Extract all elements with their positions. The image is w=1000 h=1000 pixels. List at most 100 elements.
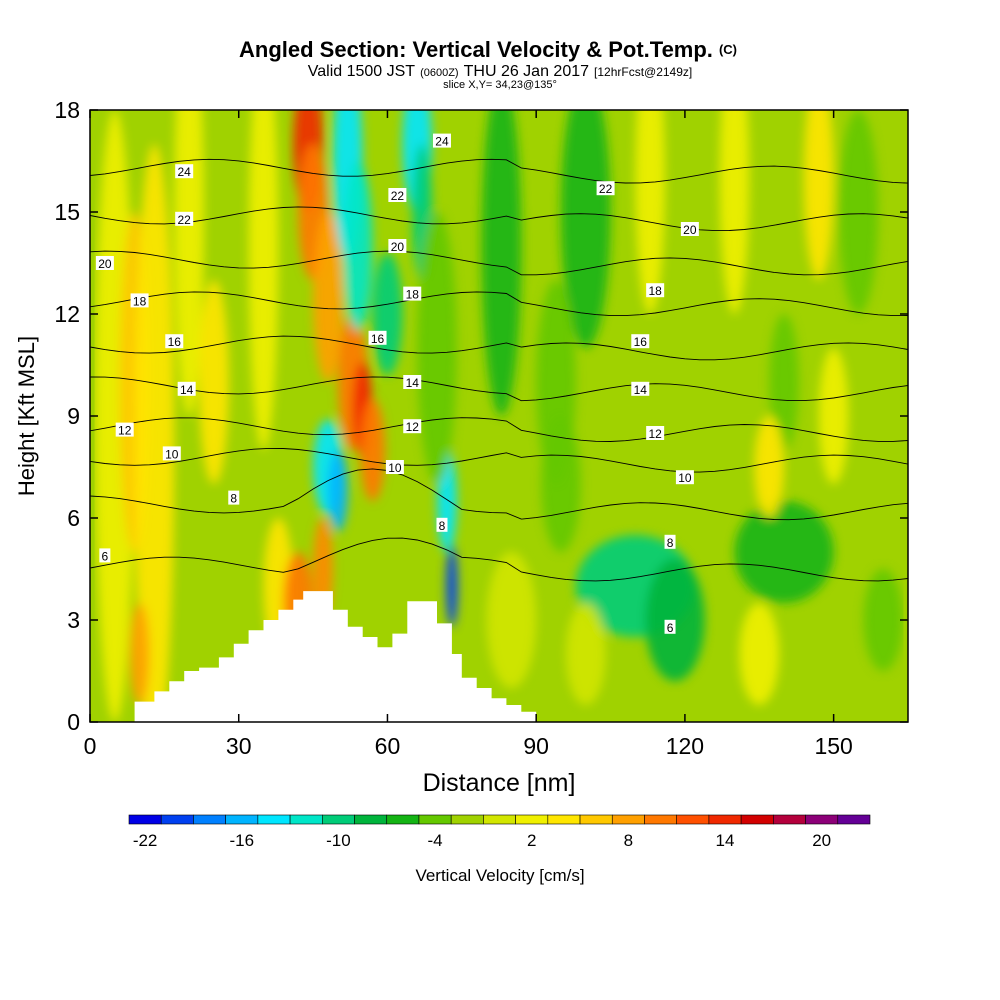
potential-temperature-contours bbox=[90, 158, 908, 582]
svg-text:10: 10 bbox=[165, 447, 179, 461]
terrain bbox=[90, 591, 908, 722]
colorbar-swatch bbox=[805, 814, 839, 825]
colorbar-swatch bbox=[483, 814, 516, 825]
theta-label: 20 bbox=[95, 256, 114, 271]
isotherm-16 bbox=[90, 335, 908, 361]
colorbar-swatch bbox=[225, 814, 259, 825]
svg-text:8: 8 bbox=[439, 519, 446, 533]
theta-label: 14 bbox=[403, 375, 422, 390]
theta-label: 18 bbox=[130, 293, 149, 308]
colorbar-swatch bbox=[644, 814, 677, 825]
svg-text:24: 24 bbox=[178, 165, 192, 179]
theta-label: 24 bbox=[175, 164, 194, 179]
isotherm-22 bbox=[90, 206, 908, 232]
x-axis: 0 30 60 90 120 150 bbox=[84, 110, 853, 759]
colorbar-tick-label: 20 bbox=[812, 831, 831, 850]
svg-text:20: 20 bbox=[98, 257, 112, 271]
svg-text:20: 20 bbox=[391, 240, 405, 254]
valid-time-line: Valid 1500 JST (0600Z) THU 26 Jan 2017 [12h… bbox=[308, 63, 693, 80]
theta-label: 14 bbox=[177, 381, 196, 397]
svg-text:16: 16 bbox=[168, 335, 182, 349]
svg-text:6: 6 bbox=[667, 621, 674, 635]
isotherm-20 bbox=[90, 250, 908, 276]
svg-text:12: 12 bbox=[118, 424, 132, 438]
theta-labels: 24 22 20 18 16 14 12 10 8 6 24 22 20 18 16 14 12 10 8 22 20 1… bbox=[95, 133, 699, 635]
colorbar-swatch bbox=[547, 814, 581, 825]
theta-label: 22 bbox=[388, 188, 407, 203]
theta-label: 8 bbox=[436, 517, 448, 533]
chart-title: Angled Section: Vertical Velocity & Pot.… bbox=[239, 37, 737, 62]
x-tick-label: 0 bbox=[84, 733, 97, 759]
colorbar-swatch bbox=[322, 814, 355, 825]
x-tick-label: 150 bbox=[814, 733, 852, 759]
colorbar-swatch bbox=[837, 814, 871, 825]
theta-label: 14 bbox=[631, 381, 650, 397]
isotherm-10 bbox=[90, 447, 908, 473]
colorbar-label: Vertical Velocity [cm/s] bbox=[415, 866, 584, 885]
colorbar: -22 -16 -10 -4 2 8 14 20 bbox=[128, 814, 871, 850]
svg-text:22: 22 bbox=[599, 182, 613, 196]
svg-text:6: 6 bbox=[102, 549, 109, 563]
svg-text:16: 16 bbox=[371, 332, 385, 346]
theta-label: 20 bbox=[680, 222, 699, 237]
theta-label: 12 bbox=[115, 422, 134, 438]
colorbar-swatch bbox=[193, 814, 226, 825]
isotherm-8 bbox=[90, 468, 908, 521]
colorbar-tick-label: 14 bbox=[716, 831, 735, 850]
y-tick-label: 3 bbox=[67, 607, 80, 633]
svg-text:8: 8 bbox=[667, 536, 674, 550]
svg-text:22: 22 bbox=[178, 213, 192, 227]
isotherm-18 bbox=[90, 291, 908, 317]
theta-label: 16 bbox=[165, 334, 184, 349]
theta-label: 6 bbox=[99, 548, 111, 563]
colorbar-swatch bbox=[773, 814, 806, 825]
slice-label: slice X,Y= 34,23@135° bbox=[443, 79, 557, 91]
svg-text:22: 22 bbox=[391, 189, 405, 203]
theta-label: 16 bbox=[631, 334, 650, 349]
svg-text:18: 18 bbox=[648, 284, 662, 298]
colorbar-swatch bbox=[257, 814, 291, 825]
svg-text:14: 14 bbox=[634, 383, 648, 397]
x-tick-label: 90 bbox=[523, 733, 549, 759]
vertical-velocity-field bbox=[90, 110, 908, 722]
x-axis-label: Distance [nm] bbox=[423, 769, 576, 797]
y-axis: 0 3 6 9 12 15 18 bbox=[54, 97, 908, 735]
svg-text:16: 16 bbox=[634, 335, 648, 349]
theta-label: 20 bbox=[388, 239, 407, 254]
colorbar-swatch bbox=[740, 814, 774, 825]
theta-label: 12 bbox=[403, 419, 422, 434]
theta-label: 24 bbox=[432, 133, 451, 149]
svg-text:10: 10 bbox=[388, 461, 402, 475]
svg-text:18: 18 bbox=[406, 288, 420, 302]
colorbar-swatch bbox=[354, 814, 388, 825]
theta-label: 22 bbox=[175, 211, 194, 227]
theta-label: 8 bbox=[228, 490, 240, 506]
colorbar-swatch bbox=[515, 814, 549, 825]
svg-text:12: 12 bbox=[406, 420, 420, 434]
y-tick-label: 9 bbox=[67, 403, 80, 429]
theta-label: 6 bbox=[664, 619, 676, 635]
theta-label: 10 bbox=[675, 470, 694, 485]
svg-text:18: 18 bbox=[133, 294, 147, 308]
y-tick-label: 6 bbox=[67, 505, 80, 531]
colorbar-swatch bbox=[450, 814, 484, 825]
theta-label: 8 bbox=[664, 534, 676, 550]
theta-label: 18 bbox=[403, 286, 422, 302]
colorbar-swatch bbox=[418, 814, 452, 825]
svg-text:20: 20 bbox=[683, 223, 697, 237]
svg-text:24: 24 bbox=[435, 135, 449, 149]
x-tick-label: 60 bbox=[375, 733, 401, 759]
svg-text:14: 14 bbox=[180, 383, 194, 397]
svg-text:8: 8 bbox=[230, 492, 237, 506]
theta-label: 18 bbox=[646, 283, 665, 298]
colorbar-swatch bbox=[708, 814, 742, 825]
theta-label: 22 bbox=[596, 181, 615, 196]
colorbar-swatch bbox=[160, 814, 194, 825]
theta-label: 10 bbox=[385, 460, 404, 475]
theta-label: 10 bbox=[162, 446, 181, 461]
colorbar-tick-label: -10 bbox=[326, 831, 351, 850]
colorbar-tick-label: -4 bbox=[428, 831, 443, 850]
colorbar-tick-label: -16 bbox=[229, 831, 254, 850]
y-tick-label: 15 bbox=[54, 199, 80, 225]
